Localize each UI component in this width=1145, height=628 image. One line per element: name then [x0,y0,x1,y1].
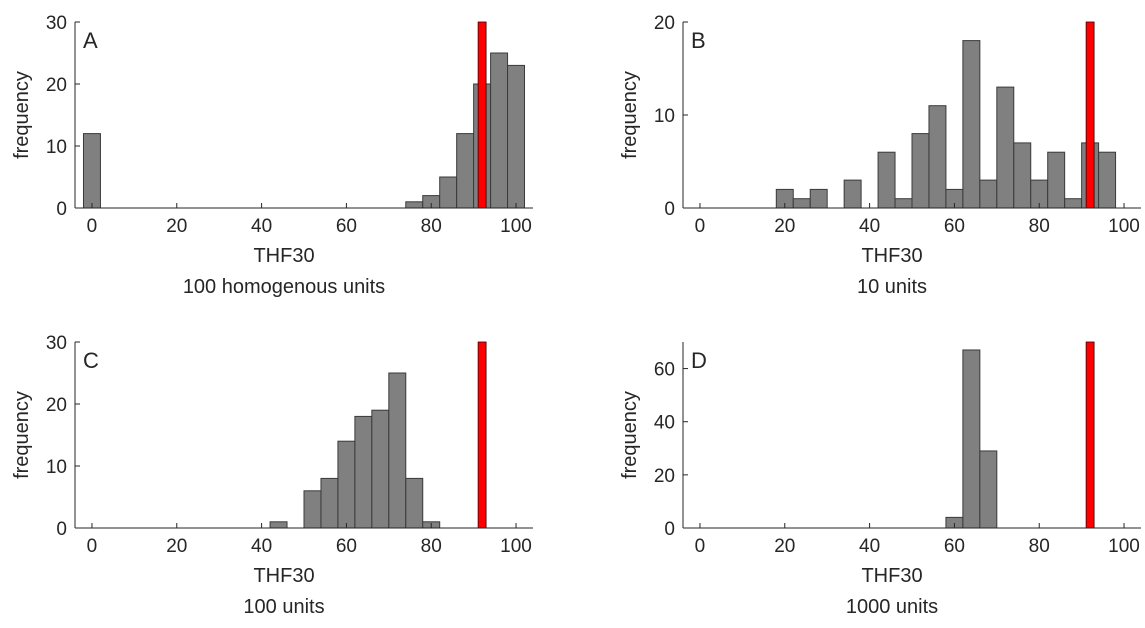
reference-bar [1085,341,1095,529]
x-tick-label: 40 [859,216,880,237]
bar [269,521,288,529]
bar [962,40,981,209]
bar [320,477,339,529]
bars [82,52,526,209]
bar [388,372,407,529]
y-axis-label: frequency [11,71,33,159]
x-axis-label: THF30 [861,565,922,587]
x-tick-label: 20 [774,216,795,237]
y-tick-label: 10 [46,137,67,158]
x-axis-label: THF30 [253,245,314,267]
bar [507,64,526,209]
bar [1013,142,1032,209]
y-axis-label: frequency [619,391,641,479]
y-tick-label: 10 [654,106,675,127]
x-tick-label: 0 [87,536,98,557]
x-axis-label: THF30 [253,565,314,587]
y-tick-label: 30 [46,13,67,34]
x-tick-label: 80 [1029,216,1050,237]
y-axis-label: frequency [11,391,33,479]
bars [945,349,998,529]
bar [792,198,811,209]
bar [962,349,981,529]
panel-label: A [83,28,98,53]
x-tick-label: 0 [87,216,98,237]
y-axis-label: frequency [619,71,641,159]
bar [82,133,101,209]
bar [809,188,828,209]
x-tick-label: 100 [500,536,532,557]
y-tick-label: 20 [46,395,67,416]
x-tick-label: 20 [774,536,795,557]
panel-label: D [691,348,707,373]
y-tick-label: 20 [654,13,675,34]
bar [405,477,424,529]
y-tick-label: 20 [46,75,67,96]
reference-bar [477,21,487,209]
x-tick-label: 100 [500,216,532,237]
x-tick-label: 80 [421,216,442,237]
x-tick-label: 60 [944,536,965,557]
panel-caption: 100 units [243,596,324,618]
y-tick-label: 40 [654,413,675,434]
panel-caption: 100 homogenous units [183,276,385,298]
bar [894,198,913,209]
x-tick-label: 40 [251,536,272,557]
bar [1098,151,1117,209]
x-tick-label: 0 [695,216,706,237]
y-tick-label: 20 [654,466,675,487]
bar [303,490,322,529]
bar [337,440,356,529]
bar [843,179,862,209]
bar [1064,198,1083,209]
panel-caption: 1000 units [846,596,938,618]
x-tick-label: 60 [336,536,357,557]
bar [490,52,509,209]
x-tick-label: 40 [859,536,880,557]
y-tick-label: 0 [56,199,67,220]
x-axis-label: THF30 [861,245,922,267]
x-tick-label: 20 [166,216,187,237]
x-tick-label: 60 [336,216,357,237]
bar [979,179,998,209]
bar [877,151,896,209]
bar [979,450,998,529]
bar [911,133,930,209]
panel-caption: 10 units [857,276,927,298]
y-tick-label: 30 [46,333,67,354]
bar [405,201,424,209]
reference-bar [1085,21,1095,209]
bar [371,409,390,529]
y-tick-label: 0 [664,519,675,540]
y-tick-label: 0 [664,199,675,220]
panel-label: B [691,28,706,53]
bar [439,176,458,209]
bar [456,133,475,209]
reference-bar [477,341,487,529]
y-tick-label: 0 [56,519,67,540]
bars [775,40,1117,209]
x-tick-label: 100 [1108,216,1140,237]
bar [1047,151,1066,209]
bars [269,372,441,529]
x-tick-label: 100 [1108,536,1140,557]
bar [928,105,947,209]
x-tick-label: 40 [251,216,272,237]
bar [354,415,373,529]
y-tick-label: 10 [46,457,67,478]
x-tick-label: 80 [421,536,442,557]
panel-label: C [83,348,99,373]
x-tick-label: 60 [944,216,965,237]
bar [996,86,1015,209]
x-tick-label: 20 [166,536,187,557]
x-tick-label: 0 [695,536,706,557]
x-tick-label: 80 [1029,536,1050,557]
y-tick-label: 60 [654,360,675,381]
